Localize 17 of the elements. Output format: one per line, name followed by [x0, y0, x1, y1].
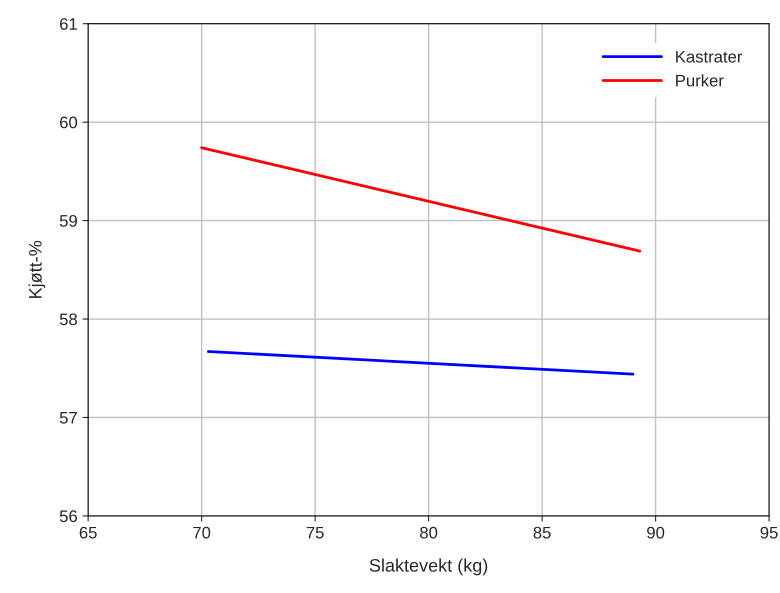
x-tick-label: 90: [647, 526, 664, 539]
y-tick-label: 60: [60, 116, 78, 128]
x-tick-label: 65: [80, 526, 97, 539]
x-tick-label: 70: [193, 526, 210, 539]
x-tick-label: 80: [420, 526, 438, 539]
y-tick-label: 58: [60, 313, 77, 326]
y-tick-label: 56: [60, 510, 77, 522]
y-axis-title: Kjøtt-%: [28, 240, 46, 298]
y-tick-label: 59: [60, 214, 77, 227]
legend-label: Kastrater: [676, 51, 742, 63]
x-axis-title: Slaktevekt (kg): [370, 558, 488, 576]
x-tick-label: 85: [534, 526, 551, 539]
x-tick-label: 95: [760, 526, 778, 539]
y-tick-label: 57: [60, 412, 77, 424]
x-tick-label: 75: [306, 526, 324, 539]
y-tick-label: 61: [60, 18, 77, 30]
legend-label: Purker: [676, 74, 724, 86]
